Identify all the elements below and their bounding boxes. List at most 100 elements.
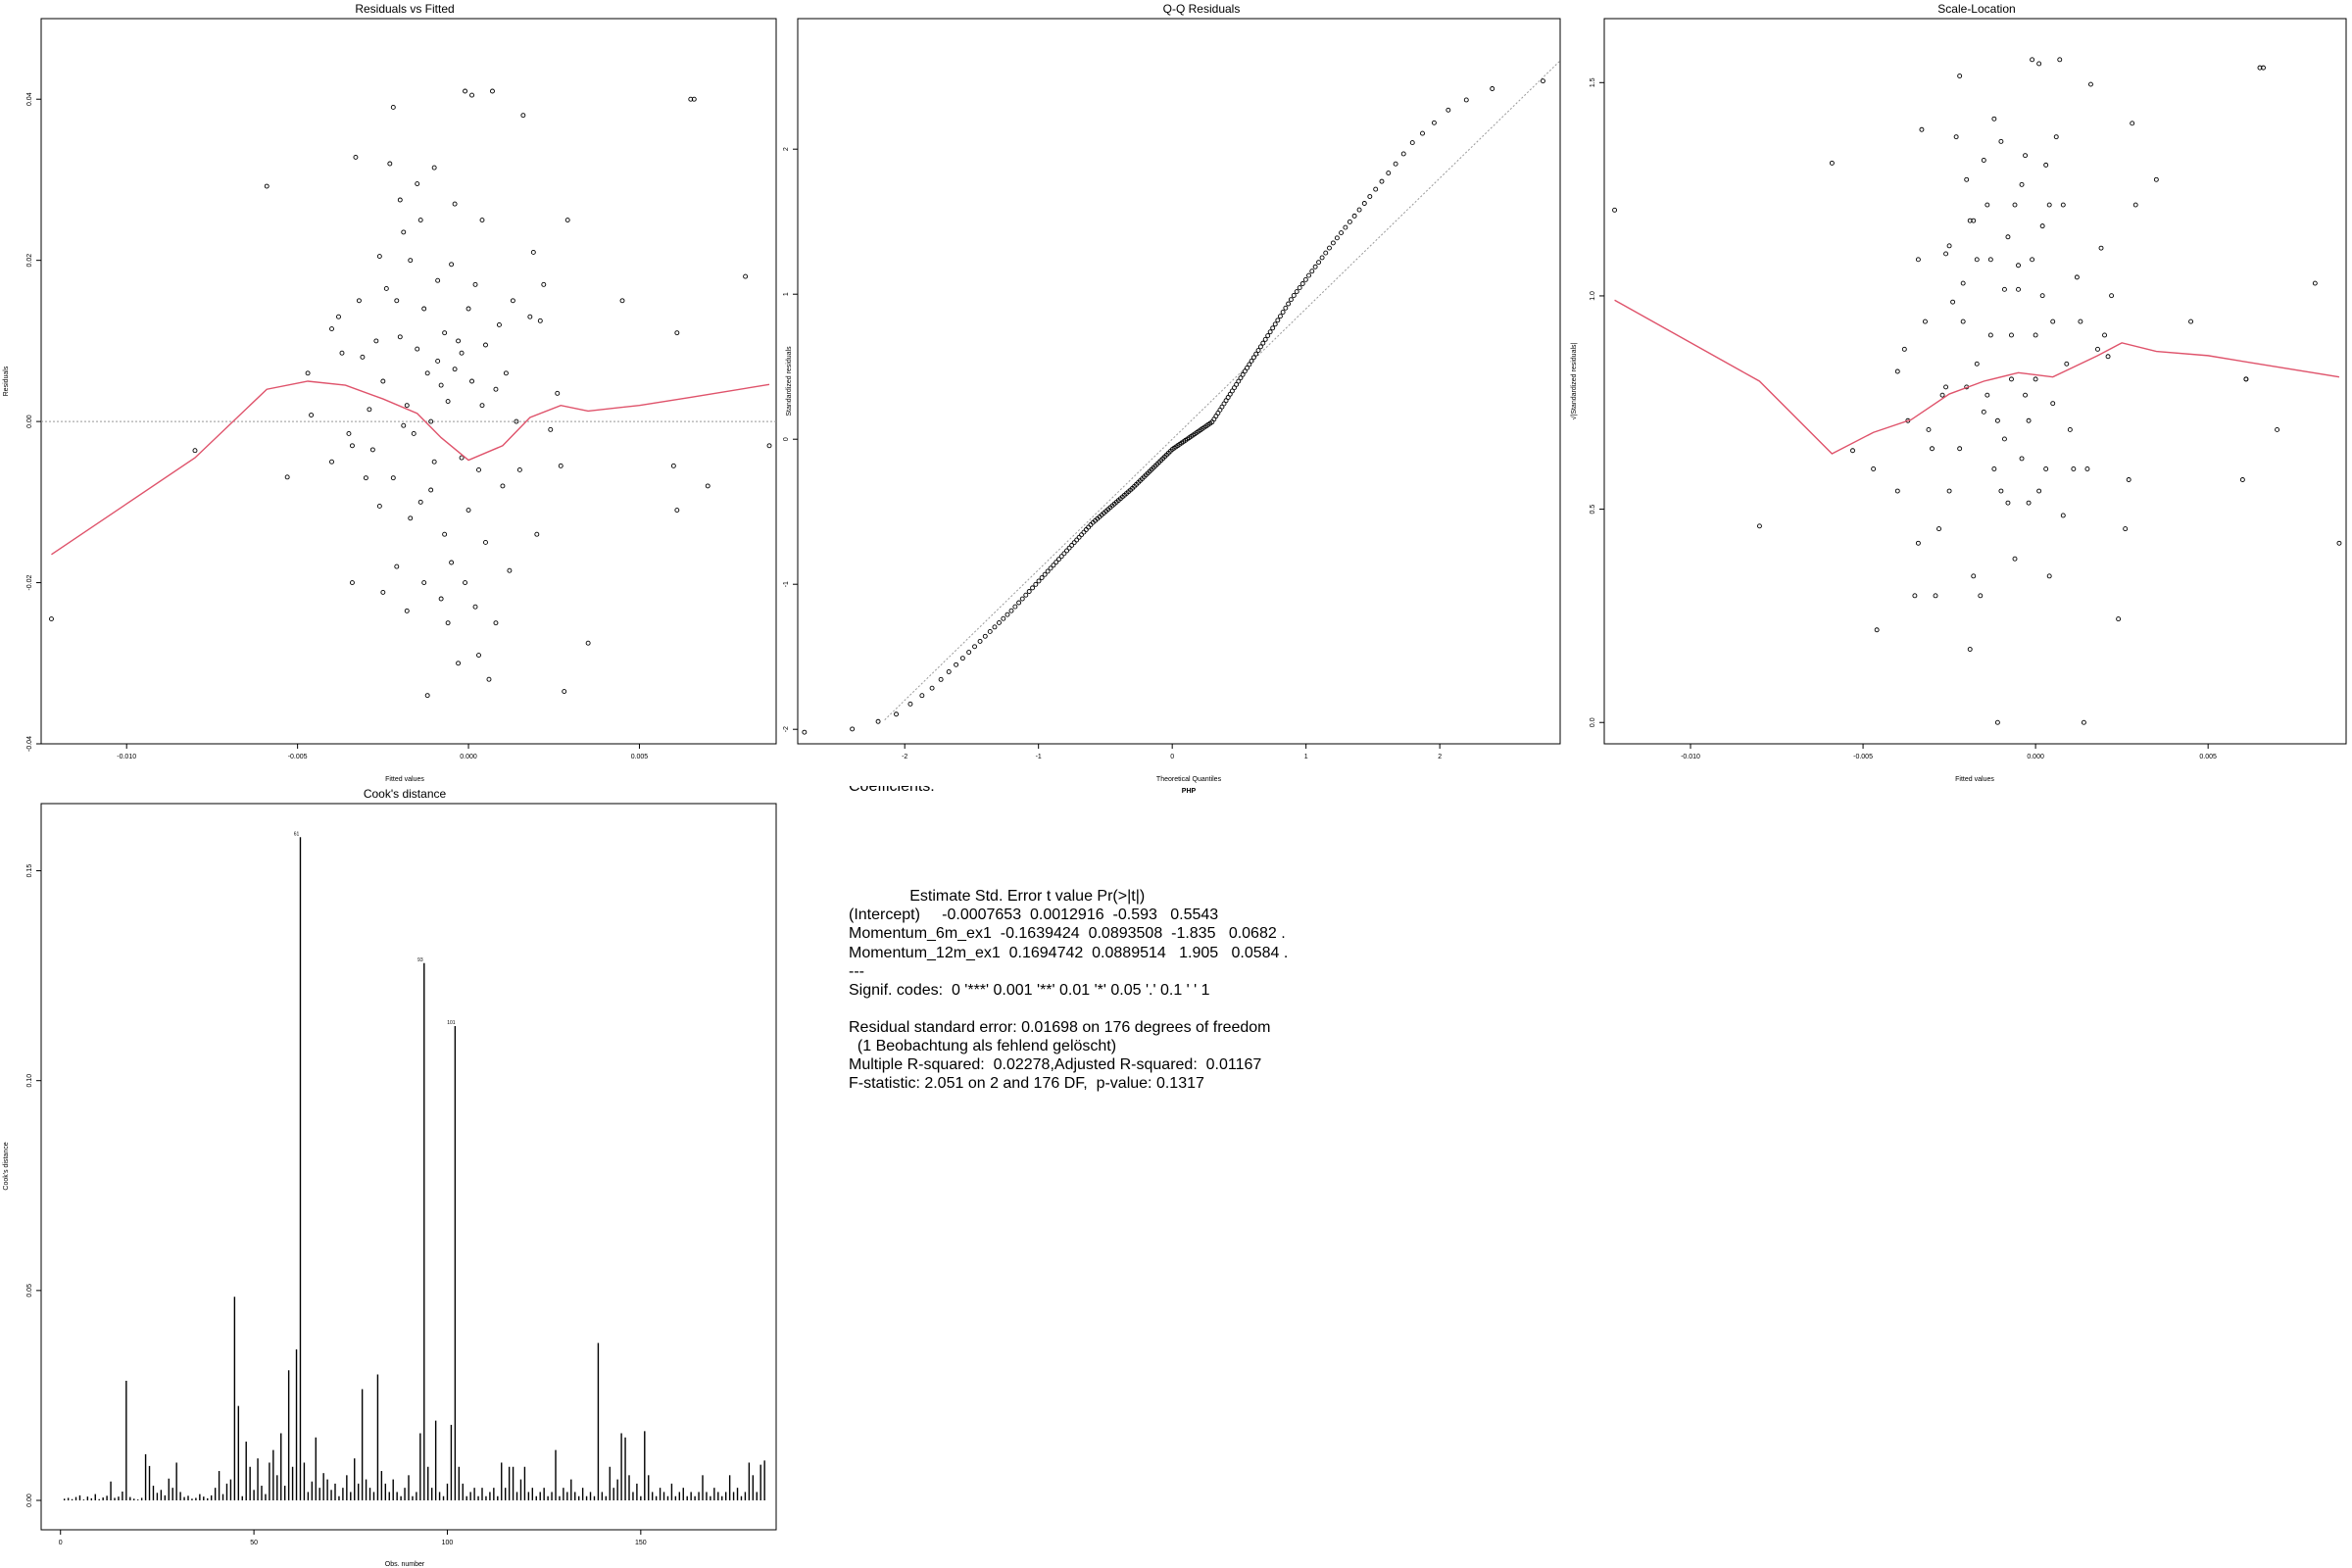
data-point <box>2109 293 2115 299</box>
y-tick-label: 1.0 <box>1590 291 1596 301</box>
data-point <box>1998 488 2004 494</box>
x-tick-label: -0.005 <box>288 754 308 760</box>
data-point <box>1971 218 1977 223</box>
data-point <box>1334 235 1340 241</box>
data-point <box>850 726 856 732</box>
cooks-distance-panel: Cook's distance 0 50 100 150 0.00 0.05 0.10 0.1… <box>3 787 777 1568</box>
data-point <box>2126 477 2132 482</box>
data-point <box>2098 245 2104 251</box>
data-point <box>1987 332 1993 338</box>
data-point <box>1393 161 1398 167</box>
residuals-fitted-points <box>49 88 772 699</box>
data-point <box>2001 436 2007 442</box>
data-point <box>1061 551 1067 557</box>
scale-location-title: Scale-Location <box>1937 2 2015 16</box>
data-point <box>2043 162 2049 168</box>
data-point <box>972 644 977 650</box>
residuals-fitted-smoother <box>51 380 770 556</box>
data-point <box>938 676 944 682</box>
data-point <box>373 338 379 344</box>
data-point <box>1306 272 1311 278</box>
data-point <box>1339 230 1344 235</box>
data-point <box>415 181 420 187</box>
data-point <box>1255 348 1261 353</box>
data-point <box>438 596 444 602</box>
data-point <box>1058 554 1064 560</box>
data-point <box>516 466 522 472</box>
x-tick-label: -0.010 <box>1681 754 1700 760</box>
data-point <box>387 161 393 167</box>
data-point <box>309 413 315 417</box>
data-point <box>305 370 311 376</box>
data-point <box>2012 202 2018 208</box>
data-point <box>1299 281 1305 286</box>
summary-header: Coefficients: <box>849 786 935 795</box>
data-point <box>564 218 570 223</box>
data-point <box>1936 526 1941 532</box>
data-point <box>1001 615 1006 621</box>
data-point <box>2046 573 2052 579</box>
qq-points <box>802 78 1545 735</box>
scale-location-xlabel: Fitted values <box>1955 776 1994 783</box>
x-tick-label: 2 <box>1438 754 1442 760</box>
data-point <box>496 321 502 327</box>
qq-residuals-panel: Q-Q Residuals -2 -1 0 1 2 -2 -1 0 1 2 Theoretical… <box>783 2 1561 795</box>
data-point <box>507 567 513 573</box>
data-point <box>966 650 972 655</box>
data-point <box>1386 171 1392 176</box>
data-point <box>397 334 403 340</box>
data-point <box>674 508 680 514</box>
data-point <box>1039 575 1045 580</box>
data-point <box>1019 596 1025 602</box>
y-tick-label: 0 <box>783 437 790 441</box>
data-point <box>360 354 366 360</box>
data-point <box>431 165 437 171</box>
data-point <box>2057 57 2063 63</box>
data-point <box>264 183 270 189</box>
data-point <box>2060 513 2066 518</box>
data-point <box>1249 358 1254 364</box>
data-point <box>2039 293 2045 299</box>
data-point <box>2064 361 2070 367</box>
y-tick-label: 1.5 <box>1590 77 1596 87</box>
data-point <box>1247 362 1252 368</box>
data-point <box>1463 97 1469 103</box>
data-point <box>472 281 478 287</box>
data-point <box>2053 134 2059 140</box>
data-point <box>2016 263 2021 269</box>
data-point <box>558 463 564 468</box>
data-point <box>349 580 355 586</box>
data-point <box>2239 477 2245 482</box>
data-point <box>1971 573 1977 579</box>
data-point <box>2036 61 2042 67</box>
data-point <box>987 629 993 634</box>
data-point <box>688 96 694 102</box>
x-tick-label: 0.005 <box>631 754 649 760</box>
data-point <box>670 463 676 468</box>
data-point <box>1400 151 1406 157</box>
data-point <box>1974 361 1980 367</box>
data-point <box>421 580 427 586</box>
data-point <box>1960 280 1966 286</box>
x-tick-label: 0.000 <box>460 754 477 760</box>
data-point <box>49 616 54 622</box>
qq-ylabel: Standardized residuals <box>786 346 793 416</box>
data-point <box>394 298 400 304</box>
data-point <box>1981 409 1986 415</box>
data-point <box>356 298 362 304</box>
y-tick-label: 0.10 <box>26 1074 33 1088</box>
data-point <box>1919 126 1925 132</box>
cooks-bars <box>63 837 765 1501</box>
data-point <box>1984 202 1990 208</box>
x-tick-label: 0.005 <box>2199 754 2217 760</box>
data-point <box>1081 529 1087 535</box>
y-tick-label: 0.15 <box>26 864 33 878</box>
data-point <box>1991 466 1997 471</box>
cooks-point-labels: 61 93 101 <box>294 831 456 1026</box>
data-point <box>424 693 430 699</box>
data-point <box>2071 466 2077 471</box>
cooks-xlabel: Obs. number <box>385 1561 425 1568</box>
residuals-fitted-title: Residuals vs Fitted <box>355 2 454 16</box>
data-point <box>2261 65 2266 71</box>
data-point <box>1356 207 1362 213</box>
